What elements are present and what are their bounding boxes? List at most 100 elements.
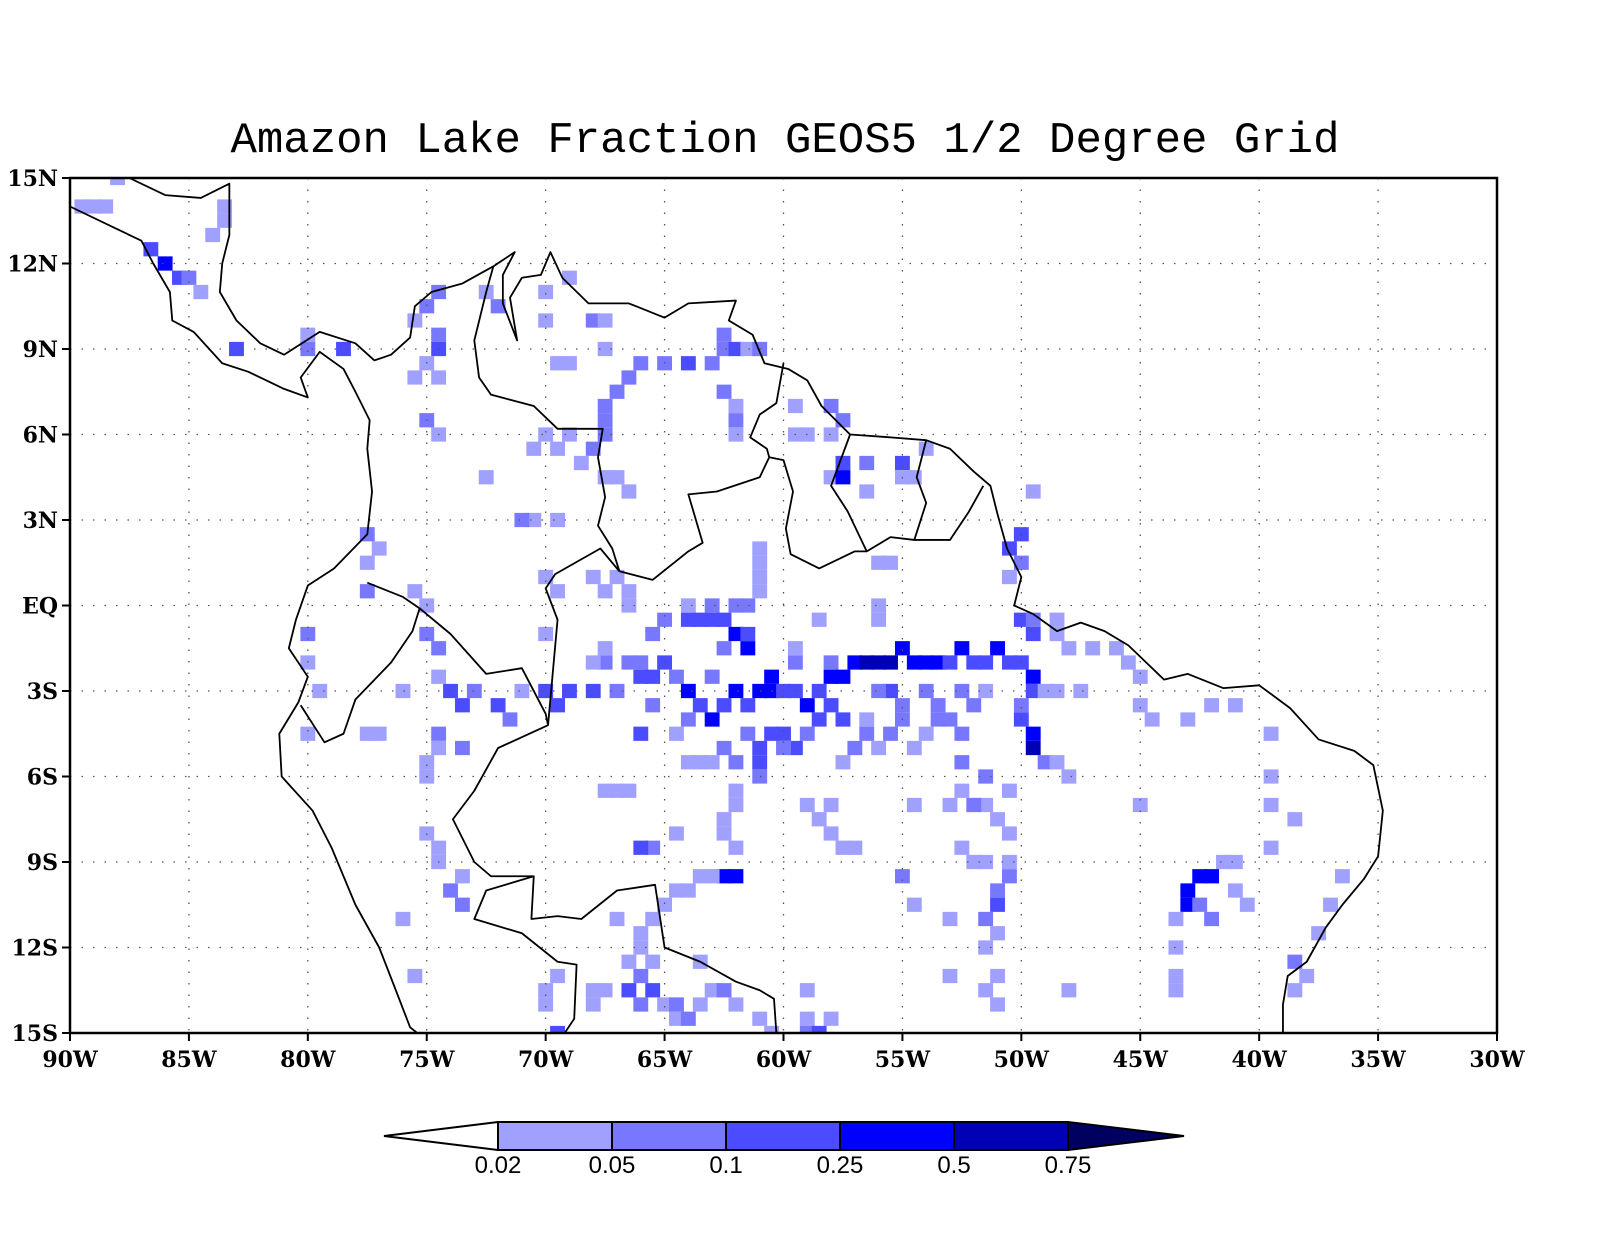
lake-cell [728, 398, 744, 414]
lake-cell [1013, 612, 1029, 627]
lake-cell [704, 669, 720, 684]
lake-cell [883, 726, 898, 741]
lake-cell [562, 683, 577, 699]
lake-cell [1049, 755, 1065, 770]
lake-cell [716, 983, 732, 998]
lake-cell [787, 641, 803, 656]
lake-cell [716, 327, 732, 342]
lake-cell [1132, 698, 1148, 713]
lake-cell [990, 812, 1005, 827]
x-tick-label: 85W [161, 1047, 217, 1073]
lake-cell [704, 755, 720, 770]
lake-cell [787, 655, 803, 670]
lake-cell [1204, 911, 1220, 927]
lake-cell [728, 427, 744, 442]
lake-cell [645, 669, 661, 684]
lake-cell [859, 712, 875, 727]
lake-cell [966, 854, 982, 870]
lake-cell [847, 655, 863, 670]
lake-cell [538, 683, 554, 699]
lake-cell [942, 655, 958, 670]
lake-cell [692, 755, 708, 770]
lake-cell [550, 584, 565, 599]
lake-cell [728, 683, 744, 699]
y-tick-label: 3N [23, 508, 58, 534]
lake-cell [704, 612, 720, 627]
lake-cell [835, 413, 851, 428]
lake-cell [526, 512, 542, 528]
lake-cell [787, 398, 803, 414]
lake-cell [978, 769, 994, 784]
lake-cell [692, 612, 708, 627]
lake-cell [1013, 527, 1029, 542]
coastlines [69, 177, 1384, 1034]
x-tick-label: 40W [1232, 1047, 1288, 1073]
lake-cell [811, 683, 827, 699]
y-tick-label: 12S [11, 936, 58, 962]
lake-cell [871, 740, 887, 756]
lake-cell [1263, 769, 1279, 784]
lake-cell [585, 997, 601, 1012]
lake-cell [597, 313, 613, 328]
lake-cell [1168, 983, 1184, 998]
colorbar-label: 0.5 [937, 1152, 970, 1179]
coastline-border [419, 607, 549, 726]
lake-cell [692, 869, 708, 884]
lake-cell [799, 726, 815, 741]
lake-cell [621, 584, 637, 599]
lake-cell [633, 840, 649, 855]
lake-cell [609, 569, 625, 585]
lake-cell [752, 755, 768, 770]
lake-cell [300, 626, 316, 642]
lake-cell [1263, 797, 1279, 813]
lake-cell [811, 612, 827, 627]
lake-cell [954, 726, 970, 741]
lake-cell [776, 740, 791, 756]
lake-cell [359, 555, 375, 570]
colorbar-swatch [497, 1121, 613, 1151]
lake-cell [669, 726, 684, 741]
lake-cell [716, 869, 732, 884]
lake-cell [990, 897, 1005, 912]
lake-cell [597, 341, 613, 357]
lake-cell [906, 740, 922, 756]
lake-cell [906, 470, 922, 485]
lake-cell [799, 1011, 815, 1026]
lake-cell [883, 655, 898, 670]
lake-cell [490, 299, 506, 314]
lake-cell [811, 812, 827, 827]
lake-cell [431, 370, 447, 385]
lake-cell [217, 199, 233, 214]
lake-cell [752, 341, 768, 357]
lake-cell [573, 455, 589, 471]
lake-cell [1002, 569, 1017, 585]
lake-cell [645, 698, 661, 713]
lake-cell [835, 840, 851, 855]
lake-cell [419, 299, 435, 314]
lake-cell [728, 997, 744, 1012]
lake-cell [1216, 854, 1231, 870]
lake-cell [431, 669, 447, 684]
lake-cell [514, 512, 530, 528]
lake-cell [978, 683, 994, 699]
lake-cell [359, 726, 375, 741]
colorbar-label: 0.02 [475, 1152, 522, 1179]
lake-cell [1192, 869, 1208, 884]
lake-cell [454, 897, 470, 912]
lake-cell [978, 854, 994, 870]
lake-cell [454, 869, 470, 884]
lake-cell [704, 356, 720, 371]
lake-cell [454, 740, 470, 756]
lake-cell [847, 840, 863, 855]
coastline-border [129, 177, 1384, 1033]
lake-cell [990, 926, 1005, 941]
lake-cell [419, 755, 435, 770]
lake-cell [633, 940, 649, 955]
lake-cell [407, 313, 423, 328]
lake-cell [978, 797, 994, 813]
colorbar-swatch [725, 1121, 841, 1151]
lake-cell [704, 983, 720, 998]
lake-cell [336, 341, 351, 357]
lake-cell [300, 327, 316, 342]
